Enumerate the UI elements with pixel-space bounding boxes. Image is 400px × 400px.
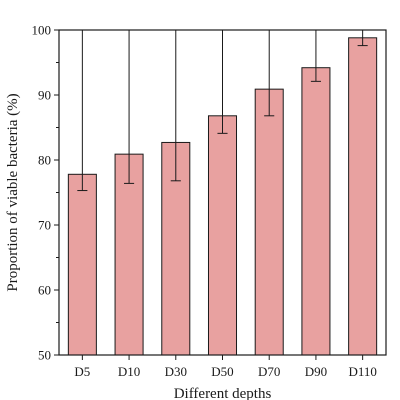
y-tick-label-50: 50 bbox=[38, 348, 51, 363]
bar-d70 bbox=[254, 88, 284, 356]
y-axis: 50 60 70 80 90 100 bbox=[32, 23, 59, 363]
bar-d110 bbox=[348, 37, 378, 356]
x-axis-title: Different depths bbox=[174, 386, 272, 400]
bars-layer bbox=[67, 37, 378, 356]
bar-d10 bbox=[114, 153, 144, 356]
x-tick-label-d90: D90 bbox=[305, 364, 327, 379]
y-tick-label-80: 80 bbox=[38, 153, 51, 168]
x-axis: D5 D10 D30 D50 D70 D90 D110 bbox=[74, 355, 377, 379]
x-tick-label-d30: D30 bbox=[165, 364, 187, 379]
bar-d50 bbox=[207, 115, 238, 356]
y-tick-label-70: 70 bbox=[38, 218, 51, 233]
bar-d5 bbox=[67, 173, 97, 356]
error-bar-d5 bbox=[77, 29, 88, 192]
x-tick-label-d10: D10 bbox=[118, 364, 140, 379]
y-tick-label-90: 90 bbox=[38, 88, 51, 103]
x-tick-label-d70: D70 bbox=[258, 364, 280, 379]
y-axis-title: Proportion of viable bacteria (%) bbox=[5, 93, 21, 291]
x-tick-label-d5: D5 bbox=[74, 364, 90, 379]
x-tick-label-d110: D110 bbox=[348, 364, 376, 379]
y-tick-label-100: 100 bbox=[32, 23, 52, 38]
x-tick-label-d50: D50 bbox=[211, 364, 233, 379]
y-tick-label-60: 60 bbox=[38, 283, 51, 298]
bar-d90 bbox=[301, 67, 331, 356]
